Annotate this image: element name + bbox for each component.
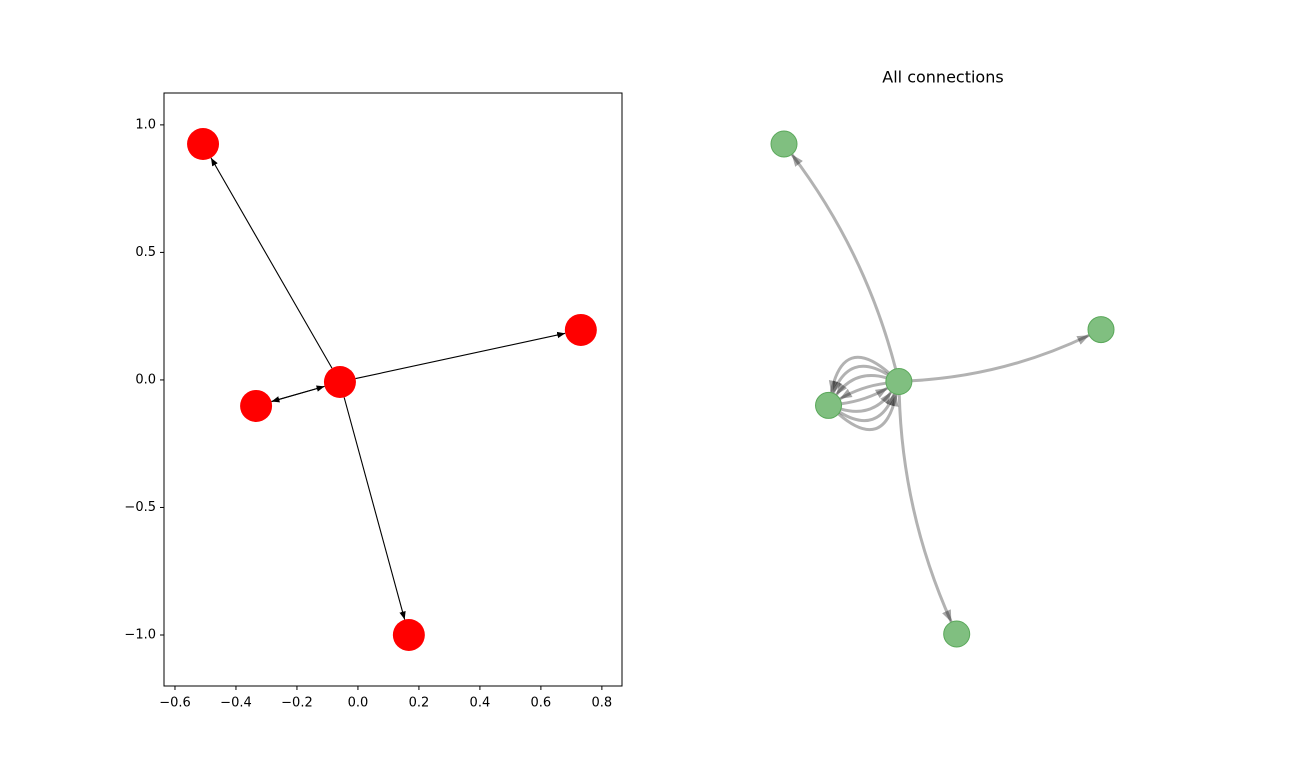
node <box>323 365 356 398</box>
node <box>943 620 971 648</box>
plot-frame <box>163 92 623 687</box>
y-tick-label: 0.5 <box>135 245 156 260</box>
x-tick-label: 0.0 <box>348 696 369 711</box>
y-tick-label: −0.5 <box>124 500 156 515</box>
x-tick-label: −0.6 <box>159 696 191 711</box>
x-tick-label: 0.6 <box>531 696 552 711</box>
node <box>240 389 273 422</box>
edge <box>911 333 1090 383</box>
edge <box>343 397 406 620</box>
edge <box>271 385 325 403</box>
x-tick-label: 0.2 <box>409 696 430 711</box>
edge <box>790 153 898 370</box>
node <box>885 367 913 395</box>
edge <box>210 157 333 369</box>
edge <box>837 393 899 432</box>
x-tick-label: −0.4 <box>220 696 252 711</box>
edge <box>828 355 891 393</box>
edge <box>897 394 953 623</box>
y-tick-label: −1.0 <box>124 627 156 642</box>
x-tick-label: −0.2 <box>281 696 313 711</box>
x-tick-label: 0.8 <box>592 696 613 711</box>
node <box>392 618 425 651</box>
edge <box>355 331 566 380</box>
chart-title: All connections <box>882 68 1003 87</box>
node <box>1087 316 1115 344</box>
node <box>564 313 597 346</box>
node <box>770 130 798 158</box>
y-tick-label: 1.0 <box>135 117 156 132</box>
node <box>187 128 220 161</box>
x-tick-label: 0.4 <box>470 696 491 711</box>
node <box>815 391 843 419</box>
edge <box>839 381 887 401</box>
y-tick-label: 0.0 <box>135 372 156 387</box>
edge <box>841 386 889 406</box>
